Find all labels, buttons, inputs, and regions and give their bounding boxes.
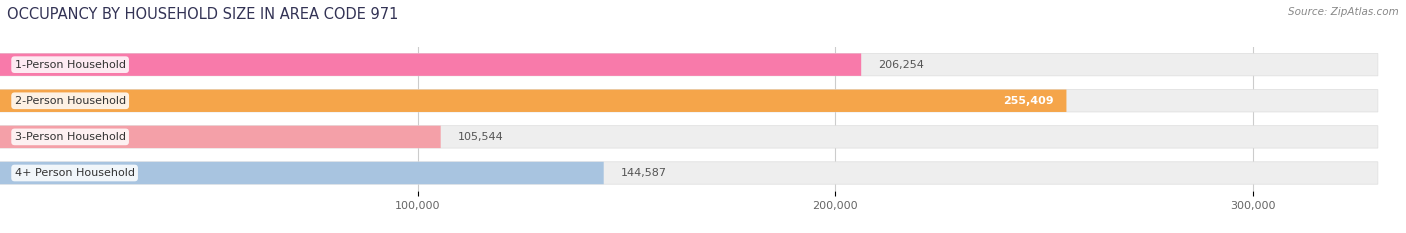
Text: 3-Person Household: 3-Person Household [14, 132, 125, 142]
Text: 2-Person Household: 2-Person Household [14, 96, 125, 106]
Text: Source: ZipAtlas.com: Source: ZipAtlas.com [1288, 7, 1399, 17]
FancyBboxPatch shape [0, 126, 1378, 148]
FancyBboxPatch shape [0, 126, 440, 148]
FancyBboxPatch shape [0, 89, 1066, 112]
FancyBboxPatch shape [0, 53, 1378, 76]
FancyBboxPatch shape [0, 89, 1378, 112]
Text: 105,544: 105,544 [457, 132, 503, 142]
Text: 144,587: 144,587 [620, 168, 666, 178]
Text: 1-Person Household: 1-Person Household [14, 60, 125, 70]
FancyBboxPatch shape [0, 53, 862, 76]
FancyBboxPatch shape [0, 162, 603, 184]
Text: 4+ Person Household: 4+ Person Household [14, 168, 135, 178]
Text: OCCUPANCY BY HOUSEHOLD SIZE IN AREA CODE 971: OCCUPANCY BY HOUSEHOLD SIZE IN AREA CODE… [7, 7, 398, 22]
Text: 255,409: 255,409 [1004, 96, 1054, 106]
FancyBboxPatch shape [0, 162, 1378, 184]
Text: 206,254: 206,254 [877, 60, 924, 70]
